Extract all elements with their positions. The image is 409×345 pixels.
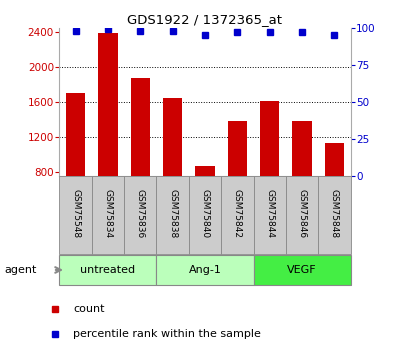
Bar bbox=[317, 176, 350, 254]
Bar bbox=[59, 176, 92, 254]
Bar bbox=[66, 93, 85, 176]
Bar bbox=[156, 176, 189, 254]
Bar bbox=[285, 176, 317, 254]
Text: percentile rank within the sample: percentile rank within the sample bbox=[73, 329, 261, 339]
Bar bbox=[130, 78, 150, 176]
Bar bbox=[220, 176, 253, 254]
Text: GSM75836: GSM75836 bbox=[135, 189, 144, 238]
Text: GSM75838: GSM75838 bbox=[168, 189, 177, 238]
Bar bbox=[195, 166, 214, 176]
Bar bbox=[124, 176, 156, 254]
Bar bbox=[59, 255, 156, 285]
Text: VEGF: VEGF bbox=[287, 265, 316, 275]
Bar bbox=[162, 98, 182, 176]
Text: GSM75846: GSM75846 bbox=[297, 189, 306, 238]
Text: GSM75840: GSM75840 bbox=[200, 189, 209, 238]
Bar bbox=[253, 176, 285, 254]
Bar bbox=[292, 121, 311, 176]
Bar bbox=[98, 33, 117, 176]
Text: GSM75548: GSM75548 bbox=[71, 189, 80, 238]
Title: GDS1922 / 1372365_at: GDS1922 / 1372365_at bbox=[127, 13, 282, 27]
Bar bbox=[227, 121, 247, 176]
Bar bbox=[189, 176, 220, 254]
Text: agent: agent bbox=[4, 265, 36, 275]
Bar bbox=[324, 143, 343, 176]
Text: count: count bbox=[73, 304, 105, 314]
Bar bbox=[253, 255, 350, 285]
Bar bbox=[92, 176, 124, 254]
Bar bbox=[156, 255, 253, 285]
Text: GSM75842: GSM75842 bbox=[232, 189, 241, 238]
Bar bbox=[259, 101, 279, 176]
Text: GSM75844: GSM75844 bbox=[265, 189, 274, 238]
Text: Ang-1: Ang-1 bbox=[188, 265, 221, 275]
Text: untreated: untreated bbox=[80, 265, 135, 275]
Text: GSM75848: GSM75848 bbox=[329, 189, 338, 238]
Text: GSM75834: GSM75834 bbox=[103, 189, 112, 238]
